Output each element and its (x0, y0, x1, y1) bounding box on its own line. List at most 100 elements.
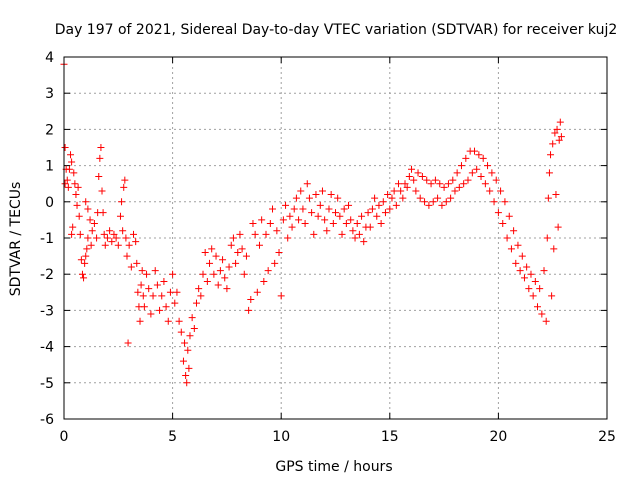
data-point (203, 277, 211, 285)
data-point (423, 176, 431, 184)
data-point (140, 303, 148, 311)
data-point (97, 144, 105, 151)
data-point (297, 187, 305, 195)
data-point (358, 212, 366, 220)
data-point (345, 201, 353, 209)
data-point (434, 194, 442, 202)
data-point (156, 306, 164, 314)
data-point (98, 187, 106, 195)
x-tick-label: 5 (168, 429, 177, 445)
data-point (201, 248, 209, 256)
data-point (206, 259, 214, 267)
data-point (531, 277, 539, 285)
data-point (347, 216, 355, 224)
data-point (314, 212, 322, 220)
data-point (95, 172, 103, 180)
data-point (403, 183, 411, 191)
y-tick-label: -3 (40, 303, 54, 319)
data-point (149, 292, 157, 300)
chart-title: Day 197 of 2021, Sidereal Day-to-day VTE… (55, 22, 618, 38)
data-point (321, 216, 329, 224)
data-point (492, 176, 500, 184)
data-point (338, 230, 346, 238)
data-point (351, 234, 359, 242)
data-point (512, 259, 520, 267)
data-point (379, 198, 387, 206)
data-point (301, 220, 309, 228)
data-point (429, 198, 437, 206)
data-point (414, 169, 422, 177)
data-point (86, 216, 94, 224)
data-point (520, 274, 528, 282)
data-point (247, 296, 255, 304)
data-point (479, 154, 487, 162)
data-point (527, 270, 535, 278)
data-point (195, 285, 203, 293)
data-point (110, 230, 118, 238)
data-point (279, 216, 287, 224)
data-point (507, 245, 515, 253)
data-point (533, 303, 541, 311)
data-point (386, 205, 394, 213)
x-tick-label: 25 (598, 429, 616, 445)
data-point (547, 151, 555, 159)
data-point (84, 234, 92, 242)
data-point (453, 169, 461, 177)
data-point (120, 183, 128, 191)
data-point (436, 180, 444, 188)
data-point (84, 205, 92, 213)
y-tick-label: 2 (45, 122, 54, 138)
data-point (510, 227, 518, 235)
data-point (444, 180, 452, 188)
data-point (355, 230, 363, 238)
data-point (132, 238, 140, 246)
data-point (76, 230, 84, 238)
data-point (475, 151, 483, 159)
data-point (82, 198, 90, 206)
data-point (71, 180, 79, 188)
data-point (290, 205, 298, 213)
data-point (262, 230, 270, 238)
data-point (208, 245, 216, 253)
data-point (77, 256, 85, 264)
data-point (477, 172, 485, 180)
data-point (329, 220, 337, 228)
data-point (223, 285, 231, 293)
data-point (124, 339, 132, 347)
data-point (96, 154, 104, 162)
data-point (227, 241, 235, 249)
data-point (192, 299, 200, 307)
data-point (468, 169, 476, 177)
data-point (481, 180, 489, 188)
y-axis-label: SDTVAR / TECUs (8, 182, 24, 297)
data-point (284, 234, 292, 242)
data-point (221, 274, 229, 282)
data-point (457, 162, 465, 170)
data-point (106, 227, 114, 235)
x-tick-label: 0 (60, 429, 69, 445)
data-point (251, 230, 259, 238)
data-point (101, 241, 109, 249)
data-point (212, 252, 220, 260)
data-point (308, 209, 316, 217)
data-point (410, 176, 418, 184)
data-point (164, 317, 172, 325)
data-point (160, 277, 168, 285)
data-point (554, 223, 562, 231)
data-point (242, 252, 250, 260)
data-point (371, 194, 379, 202)
data-point (486, 187, 494, 195)
data-point (112, 234, 120, 242)
y-tick-label: -4 (40, 340, 54, 356)
data-point (175, 317, 183, 325)
data-point (88, 227, 96, 235)
data-point (68, 158, 76, 166)
data-point (548, 292, 556, 300)
data-point (269, 205, 277, 213)
y-tick-label: 3 (45, 86, 54, 102)
x-axis-label: GPS time / hours (275, 459, 392, 475)
data-point (536, 285, 544, 293)
data-point (392, 201, 400, 209)
data-point (190, 325, 198, 332)
data-point (179, 357, 187, 365)
